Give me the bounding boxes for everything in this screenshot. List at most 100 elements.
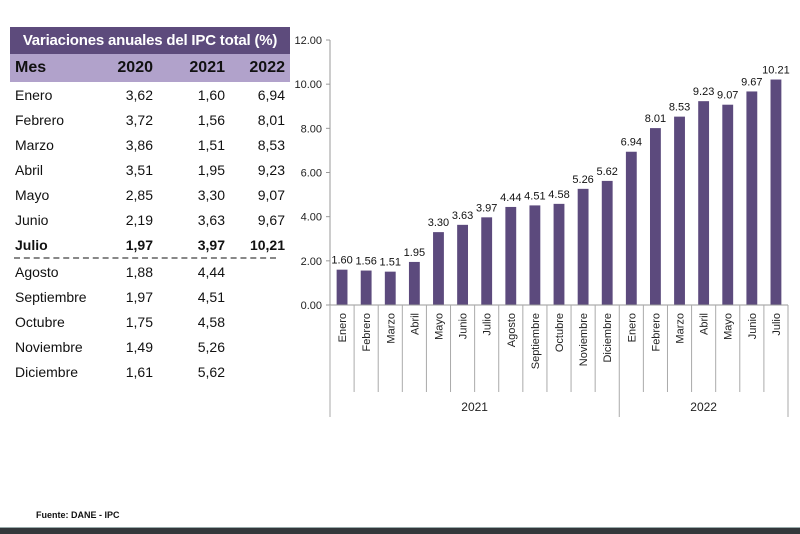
bar-data-label: 8.01 <box>645 113 666 125</box>
cell-2021: 5,26 <box>197 338 225 355</box>
bar <box>577 188 589 305</box>
bar-data-label: 10.21 <box>762 65 790 77</box>
cell-2020: 3,72 <box>125 111 153 128</box>
bar <box>770 79 782 305</box>
bar <box>529 205 541 305</box>
table-row: Octubre 1,75 4,58 <box>10 309 290 334</box>
table-row: Febrero 3,72 1,56 8,01 <box>10 107 290 132</box>
x-tick-label: Diciembre <box>602 313 614 363</box>
table-row: Agosto 1,88 4,44 <box>10 259 290 284</box>
header-2021: 2021 <box>189 59 225 76</box>
cell-2021: 1,60 <box>197 86 225 103</box>
bar-data-label: 9.07 <box>717 90 738 102</box>
bar-data-label: 3.30 <box>428 217 449 229</box>
cell-2022: 6,94 <box>257 86 285 103</box>
y-tick-label: 8.00 <box>301 123 322 135</box>
bar <box>408 261 420 305</box>
header-mes: Mes <box>15 59 47 76</box>
table-row: Mayo 2,85 3,30 9,07 <box>10 182 290 207</box>
y-tick-label: 0.00 <box>301 300 322 312</box>
x-group-label: 2021 <box>461 400 488 414</box>
bar <box>384 271 396 305</box>
cell-2021: 4,58 <box>197 313 225 330</box>
table-row: Enero 3,62 1,60 6,94 <box>10 82 290 107</box>
cell-2021: 4,44 <box>197 263 225 280</box>
cell-month: Julio <box>15 236 48 253</box>
cell-2020: 3,62 <box>125 86 153 103</box>
x-tick-label: Octubre <box>554 313 566 352</box>
bar <box>674 116 685 305</box>
header-2022: 2022 <box>249 59 285 76</box>
bar <box>360 270 372 305</box>
bar-data-label: 9.23 <box>693 86 714 98</box>
bar-data-label: 3.97 <box>476 202 497 214</box>
x-tick-label: Abril <box>409 313 421 335</box>
cell-2021: 4,51 <box>197 288 225 305</box>
bar-data-label: 8.53 <box>669 102 690 114</box>
bar <box>505 206 517 305</box>
x-tick-label: Febrero <box>361 313 373 352</box>
x-tick-label: Mayo <box>433 313 445 340</box>
bar <box>746 91 758 306</box>
table-row: Septiembre 1,97 4,51 <box>10 284 290 309</box>
cell-2020: 3,86 <box>125 136 153 153</box>
table-row: Junio 2,19 3,63 9,67 <box>10 207 290 232</box>
bottom-bar <box>0 527 800 534</box>
cell-2020: 1,88 <box>125 263 153 280</box>
table-header-row: Mes 2020 2021 2022 <box>10 54 290 82</box>
cell-month: Agosto <box>15 263 59 280</box>
cell-2020: 1,49 <box>125 338 153 355</box>
y-tick-label: 10.00 <box>294 79 322 91</box>
cell-2022: 9,07 <box>257 186 285 203</box>
bar <box>481 217 493 305</box>
cell-2021: 3,63 <box>197 211 225 228</box>
x-tick-label: Junio <box>458 313 470 339</box>
cell-month: Octubre <box>15 313 65 330</box>
cell-month: Febrero <box>15 111 65 128</box>
x-tick-label: Febrero <box>650 313 662 352</box>
cell-2021: 1,56 <box>197 111 225 128</box>
bar <box>553 203 565 305</box>
table-body: Enero 3,62 1,60 6,94 Febrero 3,72 1,56 8,01 Marz… <box>10 82 290 384</box>
cell-2020: 2,85 <box>125 186 153 203</box>
source-note: Fuente: DANE - IPC <box>36 510 120 520</box>
x-axis: Enero Febrero Marzo Abril Mayo Junio Julio Agos… <box>329 304 789 417</box>
cell-2021: 1,95 <box>197 161 225 178</box>
x-tick-label: Enero <box>626 313 638 342</box>
cell-month: Abril <box>15 161 44 178</box>
bar <box>649 128 661 305</box>
table-separator <box>14 257 276 259</box>
bars: 1.60 1.56 1.511.95 3.303.633.974.44 4.51 4.58… <box>331 65 790 306</box>
cell-2022: 8,53 <box>257 136 285 153</box>
bar-data-label: 1.51 <box>380 257 401 269</box>
bar-data-label: 6.94 <box>621 137 642 149</box>
cell-month: Noviembre <box>15 338 83 355</box>
bar-data-label: 1.60 <box>331 255 352 267</box>
cell-2020: 2,19 <box>125 211 153 228</box>
cell-2022: 8,01 <box>257 111 285 128</box>
y-axis: 0.00 2.00 4.00 6.00 8.00 10.00 12.00 <box>294 35 331 312</box>
cell-2022: 10,21 <box>249 236 285 253</box>
cell-month: Septiembre <box>15 288 87 305</box>
cell-2020: 1,75 <box>125 313 153 330</box>
cell-2020: 3,51 <box>125 161 153 178</box>
bar-data-label: 4.58 <box>548 189 569 201</box>
table-title: Variaciones anuales del IPC total (%) <box>10 27 290 54</box>
x-tick-label: Septiembre <box>530 313 542 369</box>
cell-2022: 9,23 <box>257 161 285 178</box>
table-row: Marzo 3,86 1,51 8,53 <box>10 132 290 157</box>
x-tick-label: Enero <box>337 313 349 342</box>
x-tick-label: Julio <box>771 313 783 336</box>
bar-data-label: 1.56 <box>355 256 376 268</box>
cell-2021: 3,97 <box>197 236 225 253</box>
bar-data-label: 4.51 <box>524 190 545 202</box>
x-group-label: 2022 <box>690 400 717 414</box>
bar <box>433 232 444 305</box>
bar <box>698 101 710 305</box>
cell-2020: 1,61 <box>125 363 153 380</box>
bar <box>722 104 734 306</box>
x-tick-label: Marzo <box>385 313 397 344</box>
bar-data-label: 1.95 <box>404 247 425 259</box>
x-tick-label: Mayo <box>723 313 735 340</box>
y-tick-label: 4.00 <box>301 212 322 224</box>
